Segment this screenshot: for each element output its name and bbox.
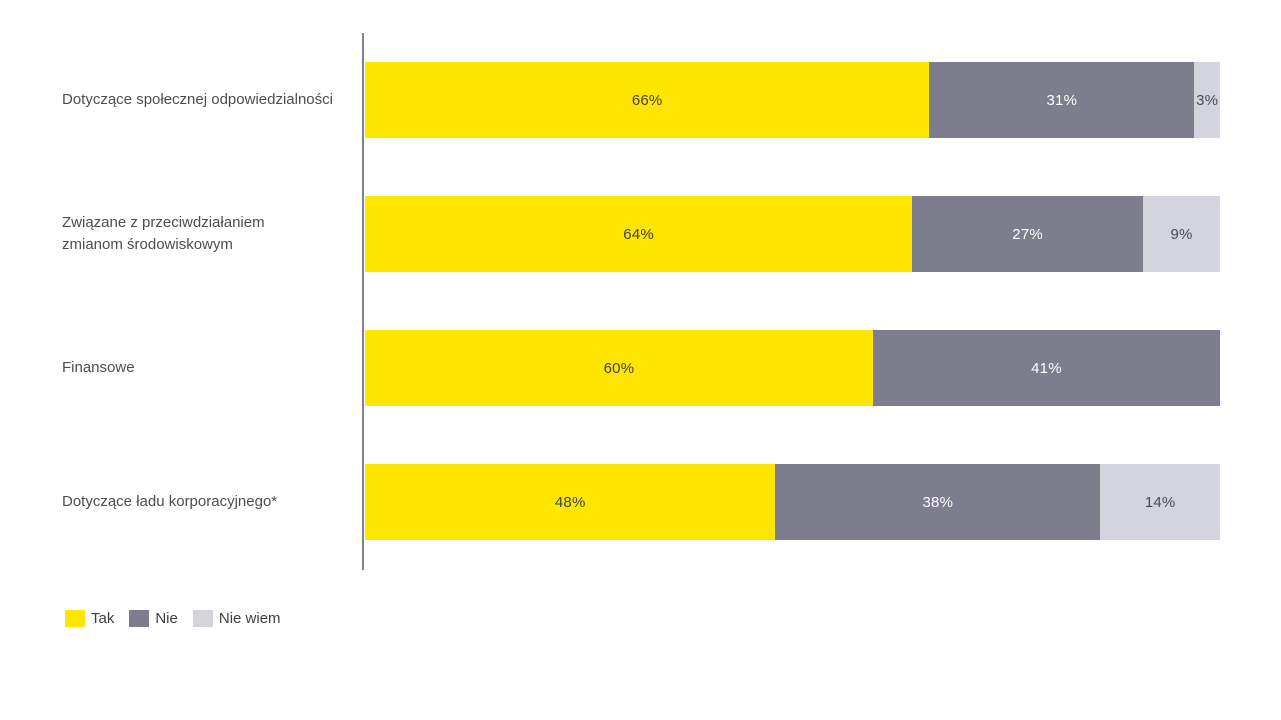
chart-row: Finansowe 60% 41% [62, 301, 1222, 435]
category-label: Dotyczące społecznej odpowiedzialności [62, 91, 333, 109]
value-label-nie: 38% [922, 493, 954, 511]
bar-segment-tak: 64% [365, 196, 913, 272]
legend-swatch-nie [129, 610, 150, 627]
value-label-nie-wiem: 9% [1170, 225, 1193, 243]
stacked-bar-chart: Dotyczące społecznej odpowiedzialności 66… [62, 33, 1222, 570]
bar-track: 66% 31% 3% [365, 62, 1220, 138]
bar-segment-tak: 48% [365, 464, 776, 540]
category-label: Dotyczące ładu korporacyjnego* [62, 493, 278, 511]
bar-segment-tak: 60% [365, 330, 873, 406]
bar-segment-nie: 41% [872, 330, 1220, 406]
chart-legend: Tak Nie Nie wiem [65, 610, 296, 627]
chart-rows: Dotyczące społecznej odpowiedzialności 66… [62, 33, 1222, 569]
legend-label-nie: Nie [155, 610, 178, 627]
bar-track: 60% 41% [365, 330, 1220, 406]
bar-segment-nie-wiem: 9% [1143, 196, 1220, 272]
value-label-nie-wiem: 14% [1144, 493, 1176, 511]
value-label-tak: 48% [554, 493, 586, 511]
legend-item-tak: Tak [65, 610, 114, 627]
bar-segment-nie: 38% [775, 464, 1101, 540]
bar-segment-nie-wiem: 14% [1100, 464, 1220, 540]
legend-item-nie-wiem: Nie wiem [192, 610, 281, 627]
value-label-nie-wiem: 3% [1196, 91, 1219, 109]
y-axis-line [362, 33, 364, 570]
value-label-nie: 41% [1031, 359, 1062, 377]
bar-segment-nie: 31% [929, 62, 1195, 138]
value-label-tak: 64% [623, 225, 654, 243]
legend-label-nie-wiem: Nie wiem [218, 610, 281, 627]
legend-swatch-tak [65, 610, 85, 627]
bar-segment-tak: 66% [365, 62, 930, 138]
category-label: Związane z przeciwdziałaniem zmianom śro… [62, 214, 265, 253]
value-label-tak: 60% [603, 359, 635, 377]
value-label-tak: 66% [631, 91, 663, 109]
value-label-nie: 31% [1046, 91, 1078, 109]
bar-segment-nie: 27% [912, 196, 1144, 272]
chart-row: Dotyczące ładu korporacyjnego* 48% 38% 14% [62, 435, 1222, 569]
chart-row: Związane z przeciwdziałaniem zmianom śro… [62, 167, 1222, 301]
legend-label-tak: Tak [91, 610, 115, 627]
bar-segment-nie-wiem: 3% [1194, 62, 1220, 138]
bar-track: 48% 38% 14% [365, 464, 1220, 540]
value-label-nie: 27% [1012, 225, 1043, 243]
legend-swatch-nie-wiem [192, 610, 213, 627]
bar-track: 64% 27% 9% [365, 196, 1220, 272]
chart-row: Dotyczące społecznej odpowiedzialności 66… [62, 33, 1222, 167]
category-label: Finansowe [62, 359, 135, 377]
legend-item-nie: Nie [129, 610, 178, 627]
